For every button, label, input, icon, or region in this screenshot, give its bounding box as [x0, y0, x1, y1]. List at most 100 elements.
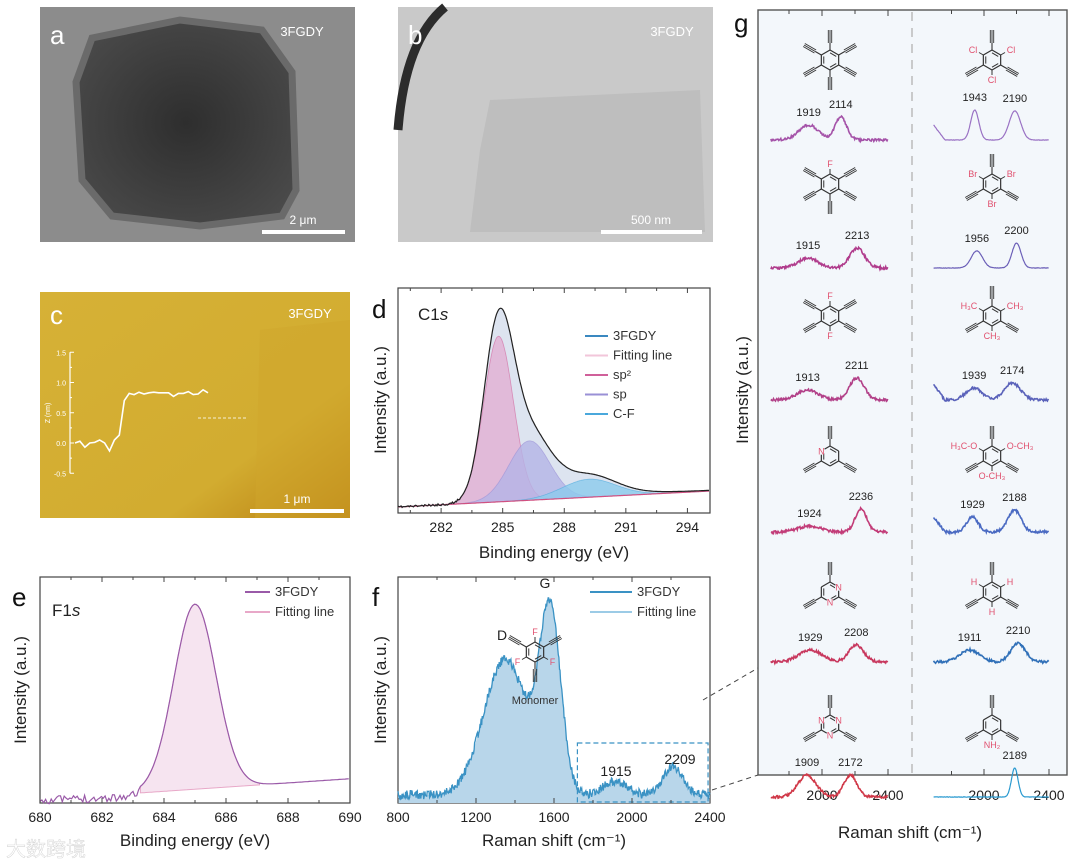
- substituent-label: NH₂: [984, 740, 1001, 750]
- sample-label: 3FGDY: [280, 24, 324, 39]
- spectrum-fill: [398, 599, 710, 803]
- alkyne-triple-bond: [802, 322, 815, 330]
- x-axis-label: Binding energy (eV): [479, 543, 629, 562]
- measured-spectrum: [397, 597, 711, 801]
- ring-bond: [829, 445, 839, 452]
- title-main: F1: [52, 601, 72, 620]
- ring-bond: [534, 656, 544, 663]
- component-fill-0: [398, 336, 709, 507]
- ring-double-bond: [991, 459, 999, 464]
- raman-spectrum-4: [770, 376, 889, 403]
- ring-bond: [983, 729, 993, 736]
- alkyne-triple-bond: [843, 601, 856, 609]
- ring-double-bond: [991, 52, 999, 57]
- zoom-connector: [711, 774, 759, 791]
- alkyne-triple-bond: [843, 299, 856, 307]
- scale-bar-label: 500 nm: [631, 213, 671, 227]
- peak-label: 1909: [795, 757, 819, 769]
- ring-double-bond: [829, 319, 837, 324]
- alkyne-triple-bond: [844, 300, 857, 308]
- alkyne-triple-bond: [804, 465, 817, 473]
- peak-label: D: [497, 627, 507, 643]
- spectrum-title: F1s: [52, 601, 81, 620]
- ring-atom-label: N: [818, 447, 825, 457]
- component-fill-1: [398, 440, 709, 507]
- alkyne-triple-bond: [803, 68, 816, 76]
- peak-label: 2209: [664, 751, 695, 767]
- panel-f-raman: f Raman shift (cm⁻¹) Intensity (a.u.) D G…: [371, 575, 726, 850]
- ring-bond: [983, 64, 993, 71]
- ring-bond: [829, 49, 839, 56]
- panel-c-afm-image: c 3FGDY 1 μm Z (nm) 1.5 1.0 0.5 0.0 -0.5: [40, 292, 350, 518]
- substituent-bond: [1000, 176, 1006, 180]
- ring-bond: [829, 320, 839, 327]
- substituent-bond: [978, 584, 984, 588]
- substituent-label: F: [827, 159, 833, 169]
- raman-spectrum-1: [933, 109, 1049, 141]
- panel-label: e: [12, 582, 26, 612]
- substituent-label: H: [989, 607, 996, 617]
- alkyne-triple-bond: [1005, 601, 1018, 609]
- ring-bond: [991, 445, 1001, 452]
- x-tick-label: 800: [386, 809, 410, 825]
- substituent-label: H₃C: [961, 301, 978, 311]
- x-tick-label: 294: [676, 519, 700, 535]
- alkyne-bond: [815, 307, 822, 312]
- x-tick-label: 285: [491, 519, 515, 535]
- flake: [72, 16, 300, 230]
- scale-bar-label: 1 μm: [284, 492, 311, 506]
- panel-e-f1s-xps: e F1s Binding energy (eV) Intensity (a.u…: [11, 576, 362, 850]
- peak-label: 1915: [796, 240, 820, 252]
- y-axis-label: Intensity (a.u.): [371, 636, 390, 744]
- alkyne-triple-bond: [843, 193, 856, 201]
- x-tick-label: 288: [553, 519, 577, 535]
- alkyne-bond: [520, 643, 527, 648]
- alkyne-triple-bond: [550, 638, 563, 646]
- molecule-structure: [802, 30, 858, 90]
- molecule-structure: H₃C CH₃ CH₃: [961, 286, 1024, 341]
- substituent-label: F: [532, 627, 538, 637]
- height-profile-line: [74, 388, 209, 453]
- panel-label: c: [50, 300, 63, 330]
- alkyne-triple-bond: [803, 300, 816, 308]
- peak-label: 2172: [838, 757, 862, 769]
- alkyne-triple-bond: [804, 69, 817, 77]
- substituent-label: CH₃: [1007, 301, 1024, 311]
- alkyne-triple-bond: [844, 192, 857, 200]
- legend-label: Fitting line: [275, 604, 334, 619]
- substituent-label: F: [515, 657, 521, 667]
- molecule-structure: FF: [802, 291, 858, 341]
- alkyne-triple-bond: [964, 731, 977, 739]
- alkyne-bond: [838, 175, 845, 180]
- raman-spectrum-7: [932, 508, 1050, 536]
- ring-bond: [983, 305, 993, 312]
- ring-atom-bg: [826, 731, 834, 739]
- ring-double-bond: [829, 448, 837, 453]
- ring-atom-bg: [834, 716, 843, 724]
- alkyne-bond: [838, 729, 845, 734]
- ring-bond: [991, 49, 1001, 56]
- alkyne-bond: [1000, 320, 1007, 325]
- alkyne-bond: [815, 729, 822, 734]
- ring-double-bond: [991, 584, 999, 589]
- substituent-bond: [1000, 584, 1006, 588]
- alkyne-triple-bond: [1005, 465, 1018, 473]
- alkyne-triple-bond: [803, 464, 816, 472]
- ring-bond: [983, 173, 993, 180]
- alkyne-triple-bond: [845, 322, 858, 330]
- alkyne-triple-bond: [804, 734, 817, 742]
- alkyne-triple-bond: [1007, 598, 1020, 606]
- ring-double-bond: [829, 63, 837, 68]
- x-tick-label: 680: [28, 809, 52, 825]
- alkyne-triple-bond: [1007, 322, 1020, 330]
- ring-bond: [983, 188, 993, 195]
- z-tick-label: 0.0: [56, 441, 66, 448]
- ring-bond: [991, 581, 1001, 588]
- ring-bond: [821, 320, 831, 327]
- component-fill-2: [398, 479, 709, 507]
- molecule-structure: NH₂: [964, 695, 1020, 750]
- legend-label: C-F: [613, 406, 635, 421]
- alkyne-triple-bond: [964, 190, 977, 198]
- title-main: C1: [418, 305, 440, 324]
